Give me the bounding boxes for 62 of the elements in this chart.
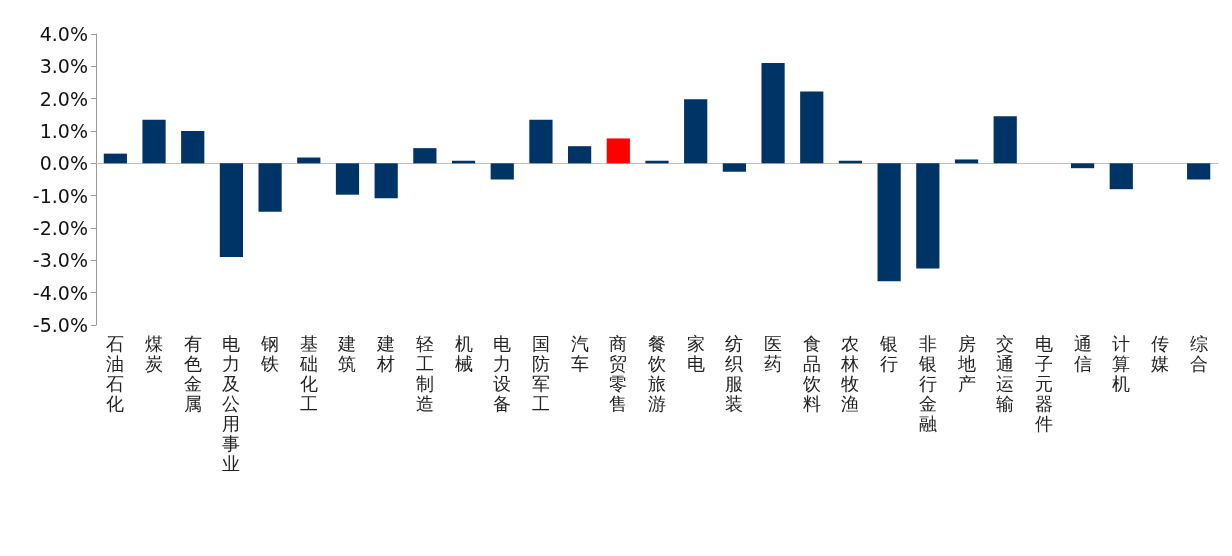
bar: [529, 119, 553, 164]
x-tick-label: 传媒: [1150, 332, 1169, 374]
x-tick-label: 非银行金融: [917, 332, 937, 434]
bar: [413, 148, 437, 164]
bar: [993, 116, 1017, 164]
x-tick-label: 钢铁: [260, 332, 280, 374]
y-tick-label: -1.0%: [32, 184, 88, 207]
x-tick-label: 电子元器件: [1034, 332, 1053, 434]
y-tick-label: -3.0%: [32, 249, 88, 272]
x-tick-label: 煤炭: [145, 332, 164, 374]
x-tick-label: 石油石化: [106, 332, 125, 414]
x-tick-label: 纺织服装: [725, 332, 744, 414]
x-tick-label: 有色金属: [183, 332, 202, 414]
x-tick-label: 综合: [1189, 332, 1208, 374]
bar: [1187, 163, 1211, 180]
bar: [954, 159, 979, 164]
bar: [1109, 163, 1133, 190]
y-tick-label: 0.0%: [39, 152, 88, 175]
x-tick-label: 银行: [879, 332, 899, 374]
bar: [606, 138, 630, 164]
x-tick-label: 医药: [764, 332, 783, 374]
bar: [335, 163, 360, 195]
y-tick-label: 2.0%: [39, 87, 88, 110]
y-tick-label: 1.0%: [39, 120, 88, 142]
bar: [490, 163, 514, 180]
bar: [684, 99, 708, 164]
x-tick-label: 商贸零售: [609, 332, 628, 414]
x-tick-label: 农林牧渔: [840, 332, 860, 414]
bar: [1070, 163, 1095, 169]
x-tick-label: 通信: [1073, 332, 1092, 374]
bar: [800, 91, 824, 164]
x-tick-label: 电力设备: [493, 332, 512, 414]
x-tick-label: 餐饮旅游: [647, 332, 666, 414]
bar: [916, 163, 940, 269]
x-tick-label: 计算机: [1112, 332, 1131, 394]
x-tick-label: 交通运输: [996, 332, 1015, 414]
x-tick-label: 机械: [454, 332, 473, 374]
y-tick-label: -4.0%: [32, 281, 88, 304]
bar: [219, 163, 244, 258]
x-tick-label: 电力及公用事业: [222, 332, 241, 474]
y-tick-label: -2.0%: [32, 217, 88, 239]
y-tick-label: 3.0%: [39, 55, 88, 78]
bar: [258, 163, 282, 212]
bar: [877, 163, 901, 282]
x-tick-label: 基础化工: [298, 332, 318, 414]
x-tick-label: 国防军工: [531, 332, 550, 414]
bar: [722, 163, 746, 172]
bar: [374, 163, 398, 199]
bar: [142, 119, 166, 164]
x-tick-label: 家电: [686, 332, 705, 374]
bar: [103, 153, 127, 164]
x-tick-label: 轻工制造: [415, 332, 434, 414]
y-tick-label: 4.0%: [39, 23, 88, 45]
y-tick-label: -5.0%: [32, 314, 88, 336]
bar: [181, 131, 205, 164]
x-tick-label: 汽车: [570, 332, 589, 374]
x-tick-label: 建材: [376, 332, 396, 374]
x-tick-label: 建筑: [337, 332, 357, 374]
bar: [568, 146, 592, 164]
x-tick-label: 房地产: [956, 332, 976, 394]
bar: [761, 63, 785, 164]
x-tick-label: 食品饮料: [801, 332, 821, 414]
